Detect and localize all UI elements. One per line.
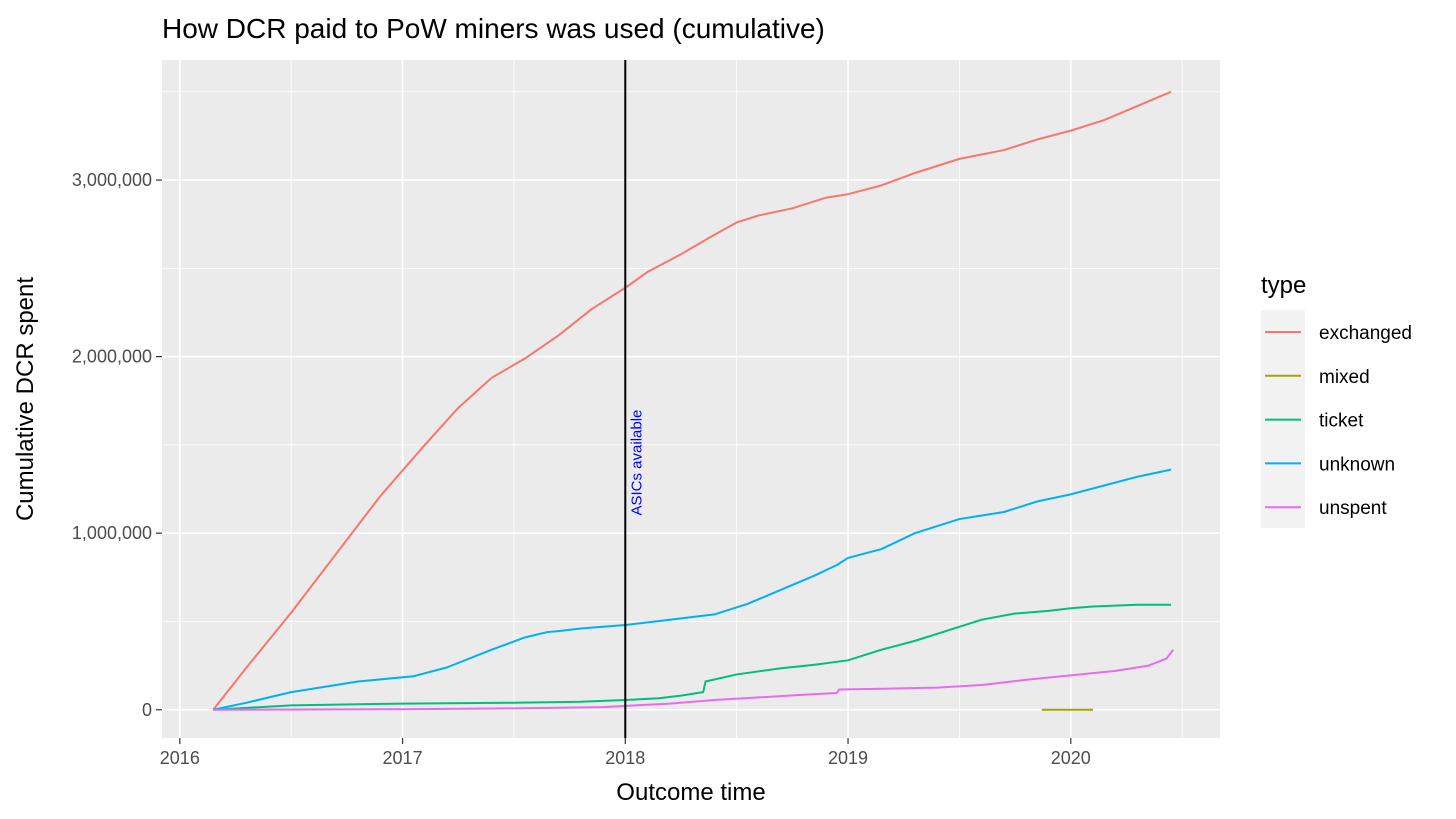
x-tick-label: 2018 (605, 748, 645, 768)
x-tick-label: 2017 (383, 748, 423, 768)
series-line-unspent (213, 649, 1175, 711)
series-line-ticket (213, 603, 1171, 711)
legend-label-mixed: mixed (1319, 367, 1370, 388)
chart-title: How DCR paid to PoW miners was used (cum… (162, 13, 825, 44)
annotation-layer: ASICs available (624, 60, 645, 738)
plot-background (162, 60, 1220, 738)
y-tick-label: 3,000,000 (72, 170, 152, 190)
y-axis-title: Cumulative DCR spent (12, 277, 39, 521)
legend-label-ticket: ticket (1319, 411, 1364, 432)
series-layer (212, 90, 1175, 711)
legend-title: type (1261, 272, 1306, 299)
x-axis-title: Outcome time (616, 779, 765, 806)
asics-annotation-label: ASICs available (628, 410, 645, 516)
legend-label-exchanged: exchanged (1319, 323, 1412, 344)
legend-label-unspent: unspent (1319, 498, 1387, 519)
legend-items: exchanged mixed ticket unknown unspent (1261, 310, 1412, 528)
y-tick-label: 2,000,000 (72, 347, 152, 367)
series-line-exchanged (212, 90, 1172, 711)
x-axis-ticks: 2016 2017 2018 2019 2020 (160, 738, 1091, 768)
minor-grid (162, 60, 1220, 738)
y-tick-label: 1,000,000 (72, 523, 152, 543)
y-axis-ticks: 0 1,000,000 2,000,000 3,000,000 (72, 170, 162, 720)
legend: type exchanged mixed ticket unknown unspent (1261, 272, 1412, 528)
x-tick-label: 2019 (828, 748, 868, 768)
x-tick-label: 2020 (1051, 748, 1091, 768)
x-tick-label: 2016 (160, 748, 200, 768)
y-tick-label: 0 (142, 700, 152, 720)
legend-label-unknown: unknown (1319, 454, 1395, 475)
series-line-unknown (213, 468, 1172, 711)
